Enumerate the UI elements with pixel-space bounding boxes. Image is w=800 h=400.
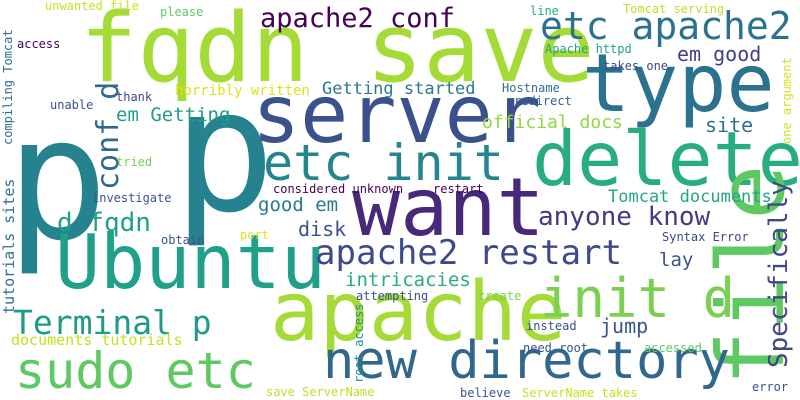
word-apache: apache bbox=[270, 265, 567, 360]
word-fqdn-save: fqdn save bbox=[80, 0, 595, 104]
word-servername-takes: ServerName takes bbox=[522, 386, 638, 400]
word-site: site bbox=[705, 113, 754, 137]
word-need-root: need root bbox=[523, 341, 589, 355]
word-p-large: p bbox=[6, 81, 109, 279]
word-type: type bbox=[582, 37, 775, 130]
word-obtain: obtain bbox=[161, 233, 205, 247]
word-init-d: init d bbox=[540, 267, 736, 330]
word-official-docs: official docs bbox=[482, 112, 623, 133]
word-tutorials-sites: tutorials sites bbox=[0, 178, 18, 314]
word-syntax-error: Syntax Error bbox=[662, 230, 749, 244]
word-d-fqdn: d fqdn bbox=[57, 208, 151, 238]
word-create: create bbox=[478, 289, 522, 303]
word-attempting: attempting bbox=[356, 289, 429, 303]
word-considered-unknown: considered unknown bbox=[273, 182, 404, 196]
word-sudo-etc: sudo etc bbox=[15, 342, 256, 400]
word-tomcat-serving: Tomcat serving bbox=[623, 2, 725, 16]
word-error: error bbox=[752, 380, 789, 394]
word-line: line bbox=[530, 4, 559, 18]
word-lay: lay bbox=[659, 249, 694, 271]
word-compiling-tomcat: compiling Tomcat bbox=[1, 29, 15, 145]
word-port: port bbox=[240, 228, 269, 242]
word-unable: unable bbox=[50, 98, 94, 112]
word-getting-started: Getting started bbox=[322, 79, 476, 99]
word-accessed: accessed bbox=[644, 341, 702, 355]
word-instead: instead bbox=[526, 319, 577, 333]
word-investigate: investigate bbox=[92, 191, 172, 205]
word-unwanted-file: unwanted file bbox=[45, 0, 139, 13]
word-p-large-2: p bbox=[173, 53, 276, 251]
word-server: server bbox=[252, 68, 541, 161]
word-takes-one: takes one bbox=[603, 59, 669, 73]
word-good-em: good em bbox=[258, 194, 339, 216]
word-documents-tutorials: documents tutorials bbox=[11, 331, 183, 349]
word-tried: tried bbox=[116, 155, 153, 169]
word-new-directory: new directory bbox=[323, 331, 730, 391]
word-save-servername: save ServerName bbox=[266, 385, 375, 399]
word-apache2-conf: apache2 conf bbox=[260, 3, 456, 34]
word-access: access bbox=[17, 37, 61, 51]
word-redirect: redirect bbox=[514, 94, 572, 108]
word-em-getting: em Getting bbox=[116, 104, 231, 126]
word-terminal-p: Terminal p bbox=[13, 303, 212, 342]
word-jump: jump bbox=[600, 314, 649, 338]
word-etc-init: etc init bbox=[263, 134, 504, 192]
word-horribly-written: horribly written bbox=[175, 83, 310, 99]
word-apache-httpd: Apache httpd bbox=[545, 42, 632, 56]
word-tomcat-documents: Tomcat documents bbox=[608, 187, 772, 207]
word-believe: believe bbox=[460, 386, 511, 400]
word-disk: disk bbox=[298, 217, 347, 241]
word-apache2-restart: apache2 restart bbox=[315, 233, 623, 273]
word-hostname: Hostname bbox=[502, 81, 560, 95]
word-thank: thank bbox=[116, 90, 153, 104]
word-em-good: em good bbox=[677, 42, 762, 66]
word-intricacies: intricacies bbox=[345, 269, 471, 291]
word-ubuntu: Ubuntu bbox=[55, 218, 326, 306]
word-etc-apache2: etc apache2 bbox=[540, 4, 792, 48]
word-anyone-know: anyone know bbox=[538, 202, 711, 232]
word-want: want bbox=[352, 161, 545, 254]
word-delete: delete bbox=[532, 115, 800, 203]
word-root-access: root access bbox=[352, 303, 366, 383]
word-please: please bbox=[160, 5, 204, 19]
word-one-argument: one argument bbox=[780, 57, 794, 144]
word-specifically: Specifically bbox=[764, 180, 794, 368]
word-restart: restart bbox=[433, 182, 484, 196]
